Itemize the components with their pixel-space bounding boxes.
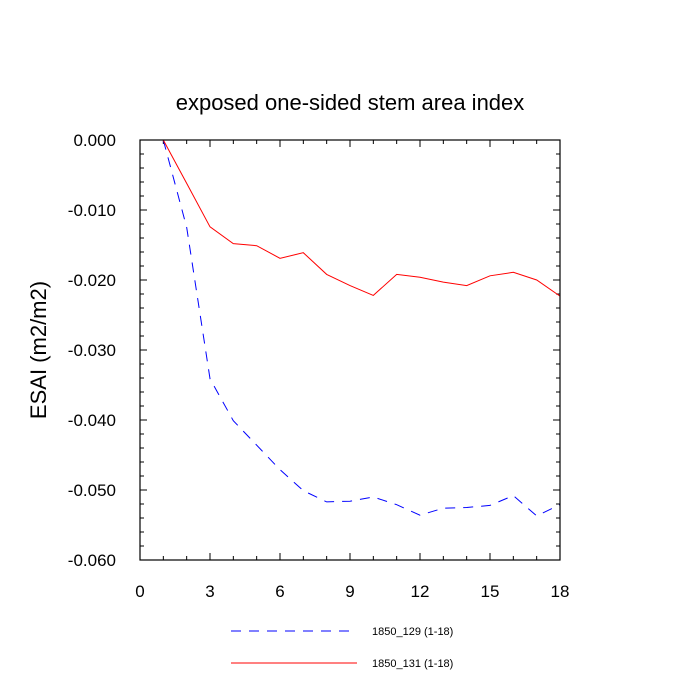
y-tick-label: -0.060 — [68, 551, 116, 570]
series-line-1 — [162, 139, 561, 517]
x-tick-label: 12 — [411, 582, 430, 601]
series-lines — [162, 139, 561, 517]
plot-frame — [139, 139, 561, 561]
x-tick-label: 9 — [345, 582, 354, 601]
y-tick-label: -0.030 — [68, 341, 116, 360]
y-tick-label: -0.040 — [68, 411, 116, 430]
y-tick-label: -0.010 — [68, 201, 116, 220]
legend-label-2: 1850_131 (1-18) — [372, 658, 453, 670]
legend-label-1: 1850_129 (1-18) — [372, 626, 453, 638]
legend: 1850_129 (1-18) 1850_131 (1-18) — [231, 626, 453, 670]
x-tick-label: 15 — [481, 582, 500, 601]
x-tick-labels: 0 3 6 9 12 15 18 — [135, 582, 569, 601]
x-tick-label: 0 — [135, 582, 144, 601]
x-tick-label: 3 — [205, 582, 214, 601]
y-tick-label: 0.000 — [73, 131, 116, 150]
chart-title: exposed one-sided stem area index — [176, 90, 525, 115]
series-line-2 — [162, 139, 561, 297]
y-tick-label: -0.050 — [68, 481, 116, 500]
x-tick-label: 18 — [551, 582, 570, 601]
y-tick-labels: 0.000 -0.010 -0.020 -0.030 -0.040 -0.050 -0.06… — [68, 131, 116, 570]
major-ticks — [139, 139, 561, 561]
x-tick-label: 6 — [275, 582, 284, 601]
minor-ticks — [140, 140, 560, 560]
y-tick-label: -0.020 — [68, 271, 116, 290]
y-axis-label: ESAI (m2/m2) — [26, 281, 51, 419]
